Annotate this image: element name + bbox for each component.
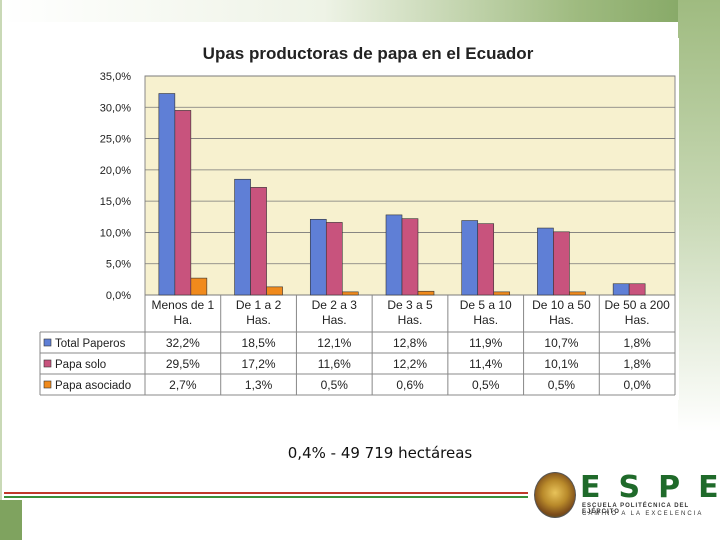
y-tick-label: 25,0% <box>100 134 131 146</box>
data-label: 10,1% <box>544 357 578 371</box>
x-tick-label: Has. <box>398 313 423 327</box>
bar-total-paperos <box>158 93 176 296</box>
data-label: 12,1% <box>317 336 351 350</box>
data-label: 12,2% <box>393 357 427 371</box>
data-label: 11,9% <box>469 336 502 350</box>
bar-papa-solo <box>401 218 419 296</box>
y-tick-label: 5,0% <box>106 259 131 271</box>
data-label: 0,5% <box>472 378 500 392</box>
x-tick-label: Ha. <box>174 313 193 327</box>
y-tick-label: 0,0% <box>106 290 131 302</box>
data-label: 29,5% <box>166 357 200 371</box>
y-tick-label: 20,0% <box>100 165 131 177</box>
x-tick-label: Has. <box>549 313 574 327</box>
legend-label: Total Paperos <box>55 338 126 350</box>
x-tick-label: Has. <box>625 313 650 327</box>
bottom-left-decoration <box>0 500 22 540</box>
data-label: 1,8% <box>623 357 651 371</box>
university-seal-icon <box>534 472 576 518</box>
y-tick-label: 15,0% <box>100 196 131 208</box>
data-label: 18,5% <box>242 336 276 350</box>
x-tick-label: De 10 a 50 <box>532 298 591 312</box>
bar-chart: Upas productoras de papa en el Ecuador 0,… <box>39 44 676 396</box>
legend-swatch <box>43 380 52 389</box>
x-tick-label: De 2 a 3 <box>312 298 358 312</box>
bar-papa-asociado <box>266 286 283 296</box>
data-label: 0,6% <box>396 378 424 392</box>
data-label: 11,6% <box>318 357 351 371</box>
legend-swatch <box>43 359 52 368</box>
bar-total-paperos <box>234 178 251 296</box>
footer-rule-green <box>4 496 528 498</box>
x-tick-label: Has. <box>322 313 347 327</box>
y-tick-label: 35,0% <box>100 71 131 83</box>
data-label: 12,8% <box>393 336 427 350</box>
bar-total-paperos <box>309 218 327 296</box>
data-label: 0,0% <box>623 378 651 392</box>
data-label: 0,5% <box>321 378 349 392</box>
data-label: 11,4% <box>469 357 502 371</box>
data-label: 1,3% <box>245 378 273 392</box>
bar-total-paperos <box>537 227 554 296</box>
logo-subtitle: ESCUELA POLITÉCNICA DEL EJÉRCITO <box>582 503 690 515</box>
legend-label: Papa solo <box>55 359 106 371</box>
data-label: 10,7% <box>544 336 578 350</box>
data-label: 17,2% <box>242 357 276 371</box>
bar-papa-asociado <box>569 291 586 296</box>
footer-rule-red <box>4 492 528 494</box>
data-label: 0,5% <box>548 378 576 392</box>
slide-caption: 0,4% - 49 719 hectáreas <box>287 444 473 462</box>
logo-tagline: CAMINO A LA EXCELENCIA <box>582 511 704 517</box>
chart-frame: Upas productoras de papa en el Ecuador 0,… <box>38 38 679 400</box>
x-tick-label: De 1 a 2 <box>236 298 282 312</box>
bar-papa-solo <box>628 283 646 296</box>
bar-papa-solo <box>325 222 343 296</box>
x-tick-label: De 3 a 5 <box>387 298 433 312</box>
x-tick-label: Has. <box>246 313 271 327</box>
bar-total-paperos <box>612 283 630 296</box>
left-decoration-bar <box>0 0 2 540</box>
bar-papa-solo <box>250 187 267 296</box>
x-tick-label: De 50 a 200 <box>604 298 670 312</box>
data-label: 1,8% <box>623 336 651 350</box>
x-tick-label: Menos de 1 <box>151 298 214 312</box>
bar-papa-solo <box>477 223 495 296</box>
bar-papa-asociado <box>417 290 435 296</box>
data-label: 32,2% <box>166 336 200 350</box>
side-decoration-band <box>678 0 720 540</box>
chart-title: Upas productoras de papa en el Ecuador <box>203 44 534 63</box>
y-tick-label: 30,0% <box>100 102 131 114</box>
top-decoration-band <box>0 0 720 22</box>
data-label: 2,7% <box>169 378 197 392</box>
bar-total-paperos <box>461 220 479 296</box>
bar-papa-asociado <box>341 291 359 296</box>
x-tick-label: Has. <box>473 313 498 327</box>
legend-label: Papa asociado <box>55 380 131 392</box>
bar-papa-asociado <box>493 291 511 296</box>
bar-papa-asociado <box>190 277 208 296</box>
bar-papa-solo <box>553 231 570 296</box>
bar-total-paperos <box>385 214 403 296</box>
x-tick-label: De 5 a 10 <box>460 298 512 312</box>
bar-papa-solo <box>174 110 192 296</box>
legend-swatch <box>43 338 52 347</box>
y-tick-label: 10,0% <box>100 227 131 239</box>
